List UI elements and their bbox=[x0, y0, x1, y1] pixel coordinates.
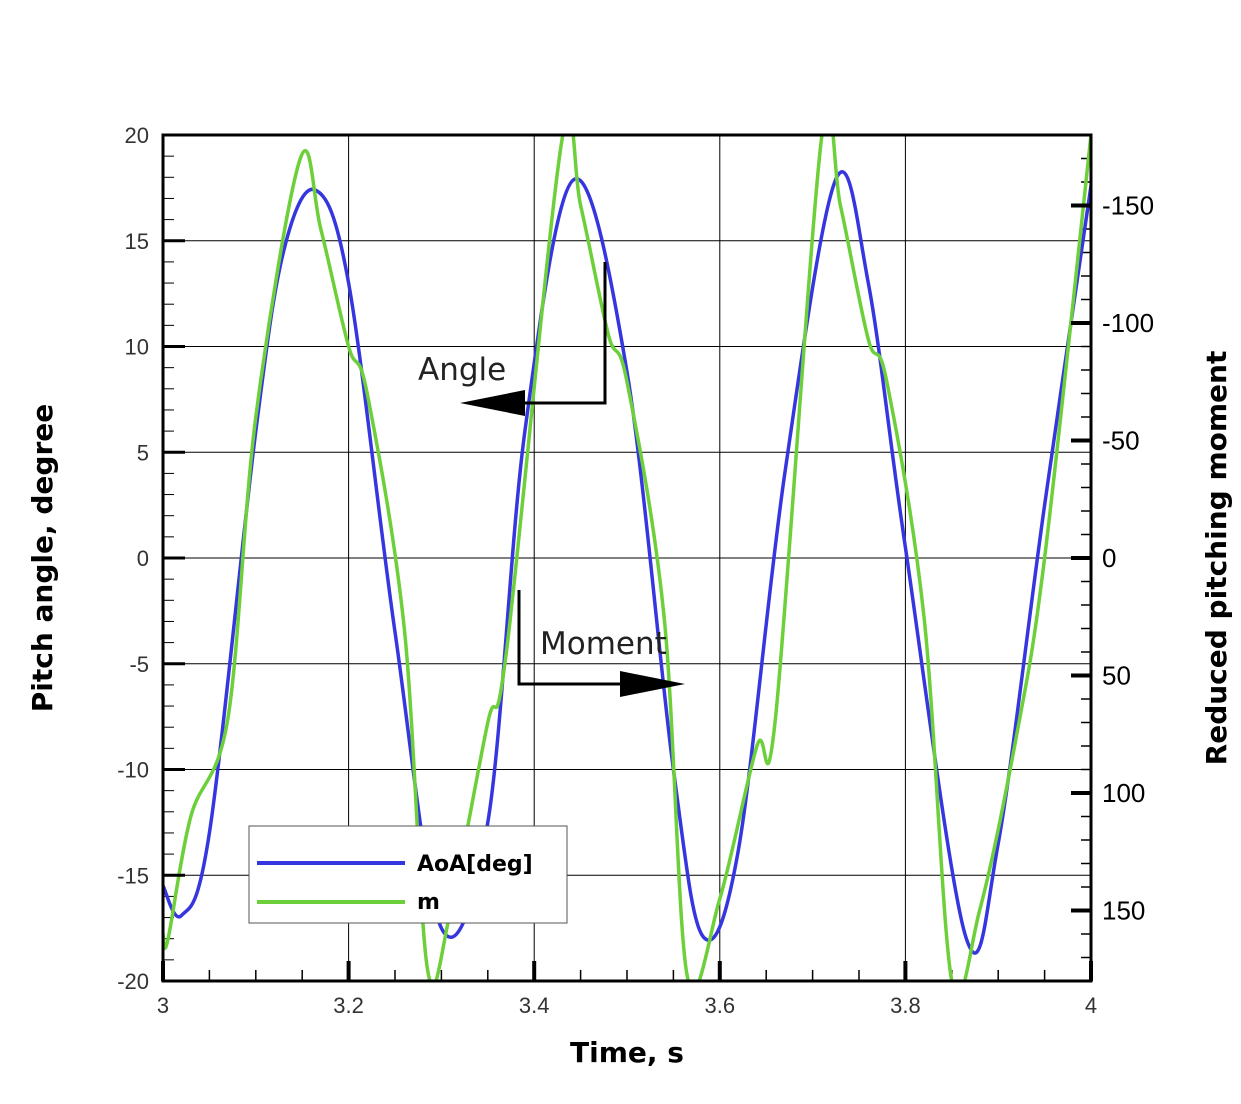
x-tick-label: 3.6 bbox=[705, 993, 736, 1018]
moment-annotation-arrowhead bbox=[620, 671, 685, 697]
y-tick-label: 5 bbox=[137, 440, 149, 465]
x-axis-title: Time, s bbox=[570, 1036, 684, 1069]
x-tick-label: 3.8 bbox=[890, 993, 921, 1018]
legend-label-m: m bbox=[417, 890, 440, 915]
angle-annotation-arrowhead bbox=[460, 390, 525, 416]
y-tick-label: -15 bbox=[117, 863, 149, 888]
moment-annotation: Moment bbox=[517, 590, 685, 697]
x-tick-label: 3.2 bbox=[333, 993, 364, 1018]
plot-area bbox=[163, 135, 1091, 981]
y2-tick-label: 50 bbox=[1102, 661, 1131, 691]
y-tick-label: -10 bbox=[117, 758, 149, 783]
y2-tick-label: -150 bbox=[1102, 191, 1154, 221]
series-line-m bbox=[163, 135, 1091, 981]
x-tick-label: 3 bbox=[157, 993, 169, 1018]
y2-tick-label: 150 bbox=[1102, 896, 1145, 926]
x-tick-label: 3.4 bbox=[519, 993, 550, 1018]
plot-frame bbox=[161, 133, 1093, 983]
y-tick-label: 0 bbox=[137, 546, 149, 571]
y-tick-label: -5 bbox=[129, 652, 149, 677]
y-axis-title: Pitch angle, degree bbox=[26, 404, 59, 713]
y-tick-label: 20 bbox=[125, 123, 149, 148]
y2-tick-label: -100 bbox=[1102, 308, 1154, 338]
y2-axis-title: Reduced pitching moment bbox=[1200, 351, 1233, 766]
y2-tick-label: 0 bbox=[1102, 543, 1116, 573]
legend-label-aoa: AoA[deg] bbox=[417, 852, 533, 877]
legend: AoA[deg] m bbox=[248, 825, 568, 924]
y-tick-label: 15 bbox=[125, 229, 149, 254]
angle-annotation-label: Angle bbox=[418, 352, 506, 388]
legend-box bbox=[248, 825, 568, 924]
tick-labels: 3 3.2 3.4 3.6 3.8 420151050-5-10-15-20-150-10… bbox=[117, 123, 1154, 1018]
moment-annotation-connector bbox=[517, 590, 620, 686]
angle-annotation: Angle bbox=[418, 262, 607, 416]
angle-annotation-connector bbox=[525, 262, 607, 405]
y2-tick-label: -50 bbox=[1102, 426, 1140, 456]
y2-tick-label: 100 bbox=[1102, 778, 1145, 808]
y-tick-label: -20 bbox=[117, 969, 149, 994]
moment-annotation-label: Moment bbox=[540, 626, 667, 662]
y-tick-label: 10 bbox=[125, 335, 149, 360]
x-tick-label: 4 bbox=[1085, 993, 1097, 1018]
